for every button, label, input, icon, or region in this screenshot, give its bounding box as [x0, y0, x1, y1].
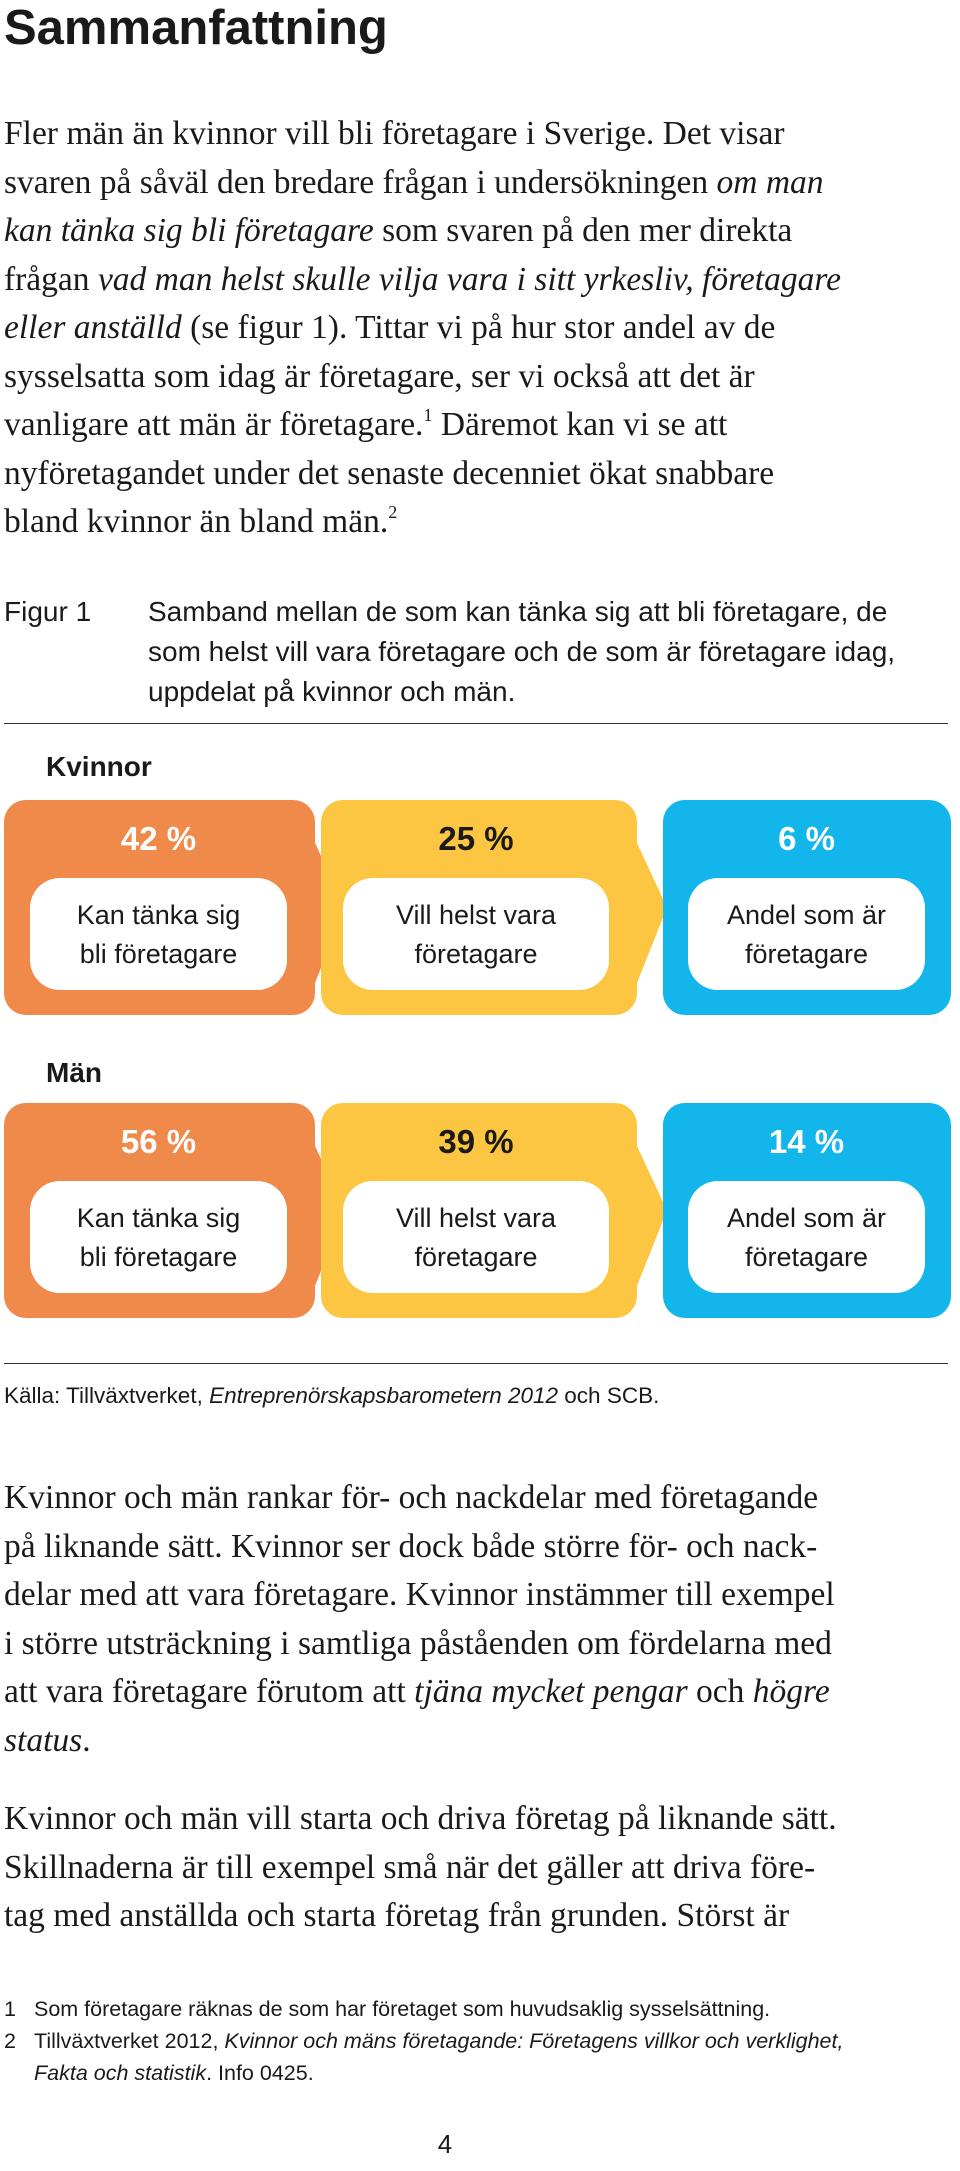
- stage-2-percent: 25 %: [438, 820, 513, 857]
- stage-2-label-line-1: Vill helst vara: [396, 900, 557, 930]
- intro-line: sysselsatta som idag är företagare, ser …: [4, 357, 755, 395]
- footnote-1: 1 Som företagare räknas de som har föret…: [4, 1997, 771, 2021]
- stage-1-label-line-2: bli företagare: [80, 1242, 238, 1272]
- page-title: Sammanfattning: [4, 1, 388, 55]
- stage-3-label-box: [688, 1181, 925, 1293]
- stage-2-label-line-2: företagare: [414, 939, 537, 969]
- stage-3-label-line-2: företagare: [745, 1242, 868, 1272]
- group-label-man: Män: [46, 1057, 102, 1088]
- figure-top-rule: [4, 723, 948, 724]
- stage-3-label-box: [688, 878, 925, 990]
- intro-line: kan tänka sig bli företagare som svaren …: [4, 212, 793, 249]
- stage-2-label-box: [343, 878, 609, 990]
- footnote-ref: 1: [423, 405, 433, 425]
- page-number: 4: [437, 2129, 453, 2159]
- figure-source: Källa: Tillväxtverket, Entreprenörskapsb…: [4, 1383, 660, 1408]
- stage-2-label-line-1: Vill helst vara: [396, 1203, 557, 1233]
- intro-line: vanligare att män är företagare.1 Däremo…: [4, 405, 728, 443]
- stage-1-label-line-1: Kan tänka sig: [77, 900, 241, 930]
- intro-line: Fler män än kvinnor vill bli företagare …: [4, 115, 785, 152]
- figure-caption: Samband mellan de som kan tänka sig att …: [148, 596, 896, 707]
- stage-1-label-line-2: bli företagare: [80, 939, 238, 969]
- footnotes: 1 Som företagare räknas de som har föret…: [4, 1993, 952, 2089]
- intro-line: nyföretagandet under det senaste decenni…: [4, 454, 775, 492]
- stage-3-label-line-1: Andel som är: [727, 900, 886, 930]
- stage-1-label-line-1: Kan tänka sig: [77, 1203, 241, 1233]
- stage-1-label-box: [30, 1181, 287, 1293]
- stage-3-label-line-2: företagare: [745, 939, 868, 969]
- footnote-ref: 2: [388, 502, 398, 522]
- flow-diagram-man: 56 % Kan tänka sig bli företagare 39 % Vill …: [4, 1103, 951, 1318]
- stage-3-percent: 14 %: [769, 1123, 844, 1160]
- flow-diagram-kvinnor: 42 % Kan tänka sig bli företagare 25 % Vill …: [4, 800, 951, 1015]
- footnote-2: 2 Tillväxtverket 2012, Kvinnor och mäns …: [4, 2029, 844, 2085]
- stage-3-label-line-1: Andel som är: [727, 1203, 886, 1233]
- intro-line: bland kvinnor än bland män.2: [4, 502, 398, 540]
- stage-2-label-line-2: företagare: [414, 1242, 537, 1272]
- group-label-kvinnor: Kvinnor: [46, 751, 152, 782]
- stage-2-percent: 39 %: [438, 1123, 513, 1160]
- intro-line: eller anställd (se figur 1). Tittar vi p…: [4, 309, 776, 346]
- stage-1-percent: 42 %: [121, 820, 196, 857]
- intro-line: svaren på såväl den bredare frågan i und…: [4, 163, 824, 201]
- stage-1-label-box: [30, 878, 287, 990]
- stage-2-label-box: [343, 1181, 609, 1293]
- paragraph-2: Kvinnor och män rankar för- och nackdela…: [4, 1479, 835, 1759]
- stage-1-percent: 56 %: [121, 1123, 196, 1160]
- paragraph-3: Kvinnor och män vill starta och driva fö…: [4, 1800, 837, 1934]
- intro-paragraph: Fler män än kvinnor vill bli företagare …: [4, 110, 952, 547]
- stage-3-percent: 6 %: [778, 820, 835, 857]
- intro-line: frågan vad man helst skulle vilja vara i…: [4, 260, 841, 298]
- figure-label: Figur 1: [4, 596, 92, 627]
- figure-bottom-rule: [4, 1363, 948, 1364]
